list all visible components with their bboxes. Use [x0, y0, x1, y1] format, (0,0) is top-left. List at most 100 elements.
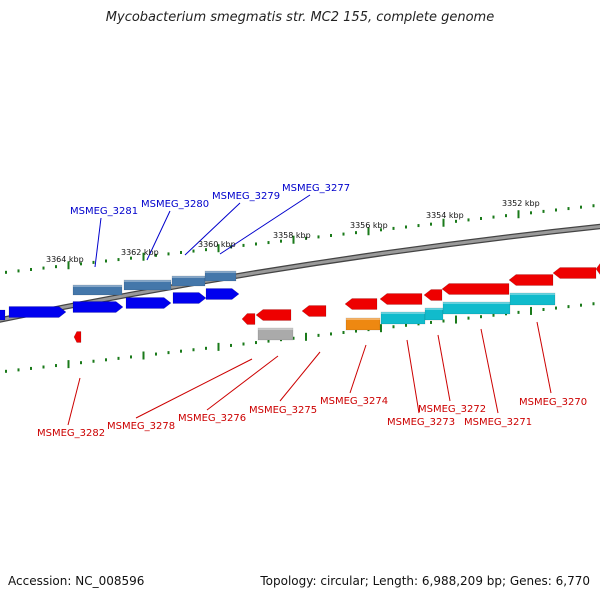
outer-track-major-tick: [367, 227, 370, 236]
gene-label-msmeg-3277[interactable]: MSMEG_3277: [282, 183, 350, 194]
outer-track-minor-tick: [542, 209, 545, 213]
inner-track-minor-tick: [130, 355, 132, 359]
outer-track-minor-tick: [492, 215, 495, 219]
outer-track-minor-tick: [580, 205, 582, 209]
reverse-gene-arrow: [344, 298, 378, 310]
gene-label-msmeg-3274[interactable]: MSMEG_3274: [320, 396, 388, 407]
inner-track-major-tick: [67, 360, 70, 369]
inner-track-minor-tick: [192, 348, 195, 352]
outer-track-major-tick: [142, 252, 145, 261]
reverse-gene-arrow: [552, 267, 597, 279]
inner-track-major-tick: [217, 342, 220, 351]
outer-track-minor-tick: [92, 260, 95, 264]
gene-label-msmeg-3281[interactable]: MSMEG_3281: [70, 206, 138, 217]
inner-track-minor-tick: [205, 346, 207, 350]
outer-track-minor-tick: [80, 262, 82, 266]
outer-track-minor-tick: [167, 252, 170, 256]
outer-track-minor-tick: [555, 208, 557, 212]
forward-gene-arrow: [125, 297, 172, 309]
gene-label-msmeg-3282[interactable]: MSMEG_3282: [37, 428, 105, 439]
leader-msmeg-3272: [437, 334, 451, 402]
outer-track-minor-tick: [342, 232, 345, 236]
outer-track-major-tick: [292, 235, 295, 244]
gene-label-msmeg-3276[interactable]: MSMEG_3276: [178, 413, 246, 424]
outer-track-major-tick: [517, 210, 520, 219]
inner-track-minor-tick: [92, 359, 95, 363]
gene-label-msmeg-3270[interactable]: MSMEG_3270: [519, 397, 587, 408]
inner-track-major-tick: [305, 332, 307, 341]
inner-track-minor-tick: [242, 342, 245, 346]
leader-msmeg-3270: [536, 321, 552, 394]
label-leaders-layer: [67, 194, 552, 426]
reverse-cds-box-highlight: [425, 308, 443, 310]
reverse-gene-arrow: [423, 289, 443, 301]
outer-track-minor-tick: [280, 239, 282, 243]
inner-track-minor-tick: [292, 336, 295, 340]
outer-track-minor-tick: [155, 253, 157, 257]
reverse-cds-box-highlight: [381, 312, 425, 314]
inner-track-minor-tick: [480, 315, 482, 319]
forward-cds-box: [72, 284, 123, 296]
outer-track-major-tick: [67, 261, 70, 270]
outer-track-minor-tick: [567, 207, 570, 211]
inner-track-minor-tick: [117, 356, 120, 360]
inner-track-minor-tick: [555, 306, 557, 310]
gene-label-msmeg-3273[interactable]: MSMEG_3273: [387, 417, 455, 428]
outer-track-minor-tick: [105, 259, 107, 263]
pseudo-gene-box: [257, 327, 294, 341]
gene-label-msmeg-3280[interactable]: MSMEG_3280: [141, 199, 209, 210]
forward-cds-box-highlight: [205, 271, 236, 273]
reverse-cds-box-highlight: [510, 293, 555, 295]
inner-track-major-tick: [455, 315, 457, 324]
reverse-gene-arrow: [441, 283, 510, 295]
outer-track-minor-tick: [480, 216, 482, 220]
forward-gene-arrow: [72, 301, 124, 313]
outer-track-minor-tick: [467, 218, 470, 222]
outer-track-minor-tick: [30, 267, 32, 271]
inner-track-minor-tick: [542, 307, 545, 311]
gene-label-msmeg-3279[interactable]: MSMEG_3279: [212, 191, 280, 202]
inner-track-minor-tick: [105, 358, 107, 362]
outer-track-minor-tick: [317, 235, 320, 239]
scale-label-3352: 3352 kbp: [502, 199, 540, 208]
genome-summary-text: Topology: circular; Length: 6,988,209 bp…: [260, 574, 590, 588]
scale-label-3356: 3356 kbp: [350, 221, 388, 230]
outer-track-minor-tick: [455, 219, 457, 223]
forward-gene-arrow: [0, 309, 6, 321]
gene-label-msmeg-3278[interactable]: MSMEG_3278: [107, 421, 175, 432]
leader-msmeg-3278: [135, 358, 253, 419]
inner-track-minor-tick: [517, 310, 520, 314]
outer-track-minor-tick: [417, 224, 420, 228]
inner-track-minor-tick: [405, 323, 407, 327]
inner-track-minor-tick: [30, 366, 32, 370]
inner-track-minor-tick: [80, 361, 82, 365]
inner-track-minor-tick: [167, 351, 170, 355]
scale-label-3354: 3354 kbp: [426, 211, 464, 220]
inner-track-minor-tick: [55, 364, 57, 368]
outer-track-major-tick: [442, 218, 445, 227]
reverse-gene-arrow: [255, 309, 292, 321]
inner-track-minor-tick: [342, 330, 345, 334]
scale-label-3360: 3360 kbp: [198, 240, 236, 249]
reverse-cds-box: [509, 292, 556, 306]
leader-msmeg-3275: [279, 351, 321, 402]
outer-track-major-tick: [217, 244, 220, 253]
gene-label-msmeg-3272[interactable]: MSMEG_3272: [418, 404, 486, 415]
gene-label-msmeg-3275[interactable]: MSMEG_3275: [249, 405, 317, 416]
outer-track-minor-tick: [530, 211, 532, 215]
outer-track-minor-tick: [380, 228, 382, 232]
forward-cds-box-highlight: [73, 285, 122, 287]
outer-track-minor-tick: [430, 222, 432, 226]
forward-gene-arrow: [8, 306, 67, 318]
inner-track-minor-tick: [5, 369, 7, 373]
leader-msmeg-3279: [184, 202, 241, 256]
outer-track-minor-tick: [505, 214, 507, 218]
outer-track-minor-tick: [55, 265, 57, 269]
map-title: Mycobacterium smegmatis str. MC2 155, co…: [105, 10, 495, 25]
gene-label-msmeg-3271[interactable]: MSMEG_3271: [464, 417, 532, 428]
inner-track-minor-tick: [467, 316, 470, 320]
pseudo-gene-box-highlight: [258, 328, 293, 330]
outer-track-minor-tick: [205, 248, 207, 252]
outer-track-minor-tick: [592, 204, 595, 208]
